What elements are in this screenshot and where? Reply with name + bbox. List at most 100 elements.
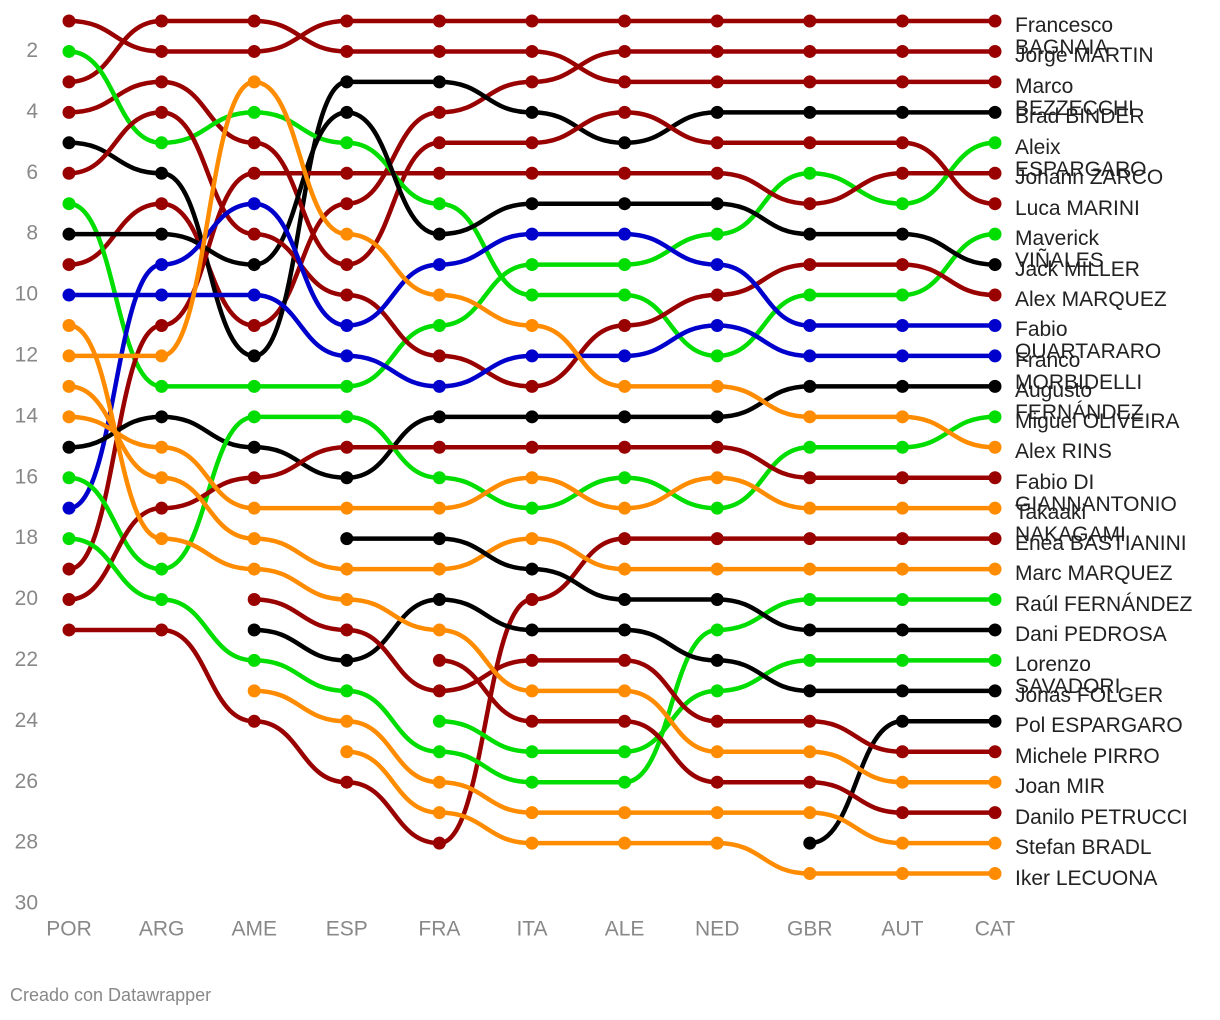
point — [155, 105, 169, 119]
point — [432, 593, 446, 607]
point — [618, 471, 632, 485]
point — [247, 653, 261, 667]
point — [340, 714, 354, 728]
point — [988, 379, 1002, 393]
series-line — [68, 79, 996, 267]
point — [710, 136, 724, 150]
point — [525, 288, 539, 302]
point — [62, 44, 76, 58]
series-label: Miguel OLIVEIRA — [1015, 409, 1180, 433]
point — [710, 318, 724, 332]
series-label: Aleix ESPARGARO — [1015, 135, 1147, 181]
point — [62, 197, 76, 211]
point — [895, 440, 909, 454]
point — [247, 593, 261, 607]
y-tick-label: 6 — [26, 161, 38, 184]
point — [432, 379, 446, 393]
point — [247, 532, 261, 546]
point — [155, 410, 169, 424]
series-line — [68, 414, 996, 572]
point — [525, 136, 539, 150]
point — [803, 684, 817, 698]
point — [895, 349, 909, 363]
point — [803, 775, 817, 789]
point — [62, 501, 76, 515]
point — [988, 836, 1002, 850]
y-tick-label: 10 — [15, 283, 38, 306]
point — [155, 532, 169, 546]
point — [340, 623, 354, 637]
point — [988, 532, 1002, 546]
y-tick-label: 4 — [26, 100, 38, 123]
series-label: Raúl FERNÁNDEZ — [1015, 592, 1193, 616]
point — [618, 532, 632, 546]
point — [155, 562, 169, 576]
point — [895, 288, 909, 302]
point — [525, 75, 539, 89]
point — [525, 714, 539, 728]
point — [432, 349, 446, 363]
series-label: Jorge MARTIN — [1015, 44, 1154, 68]
series-label: Alex RINS — [1015, 440, 1112, 464]
point — [247, 166, 261, 180]
point — [618, 166, 632, 180]
point — [155, 593, 169, 607]
point — [803, 410, 817, 424]
point — [340, 684, 354, 698]
point — [525, 623, 539, 637]
series-label: Marco BEZZECCHI — [1015, 74, 1135, 120]
point — [895, 44, 909, 58]
point — [710, 714, 724, 728]
point — [895, 836, 909, 850]
x-tick-label: AUT — [881, 918, 923, 941]
point — [525, 166, 539, 180]
point — [895, 410, 909, 424]
point — [618, 684, 632, 698]
point — [432, 44, 446, 58]
point — [432, 684, 446, 698]
point — [988, 258, 1002, 272]
point — [618, 653, 632, 667]
series-label: Enea BASTIANINI — [1015, 531, 1187, 555]
series-label: Fabio DI GIANNANTONIO — [1015, 470, 1177, 516]
point — [432, 288, 446, 302]
point — [618, 501, 632, 515]
y-tick-label: 24 — [15, 709, 39, 732]
point — [340, 44, 354, 58]
point — [340, 288, 354, 302]
y-tick-label: 12 — [15, 343, 38, 366]
point — [340, 166, 354, 180]
point — [895, 684, 909, 698]
point — [618, 105, 632, 119]
point — [155, 227, 169, 241]
point — [155, 136, 169, 150]
point — [340, 562, 354, 576]
point — [803, 562, 817, 576]
point — [618, 349, 632, 363]
point — [618, 227, 632, 241]
point — [618, 745, 632, 759]
y-tick-label: 16 — [15, 465, 38, 488]
point — [618, 258, 632, 272]
point — [432, 136, 446, 150]
point — [525, 745, 539, 759]
point — [618, 410, 632, 424]
point — [988, 410, 1002, 424]
point — [895, 166, 909, 180]
series-line — [439, 658, 995, 815]
series-label: Alex MARQUEZ — [1015, 288, 1167, 312]
series-label: Francesco BAGNAIA — [1015, 14, 1114, 59]
point — [340, 745, 354, 759]
point — [62, 349, 76, 363]
point — [340, 532, 354, 546]
point — [988, 166, 1002, 180]
point — [155, 75, 169, 89]
point — [247, 684, 261, 698]
series-line — [68, 110, 996, 389]
series-label: Joan MIR — [1015, 775, 1105, 799]
point — [988, 349, 1002, 363]
point — [988, 623, 1002, 637]
series-label: Luca MARINI — [1015, 196, 1140, 220]
point — [432, 775, 446, 789]
